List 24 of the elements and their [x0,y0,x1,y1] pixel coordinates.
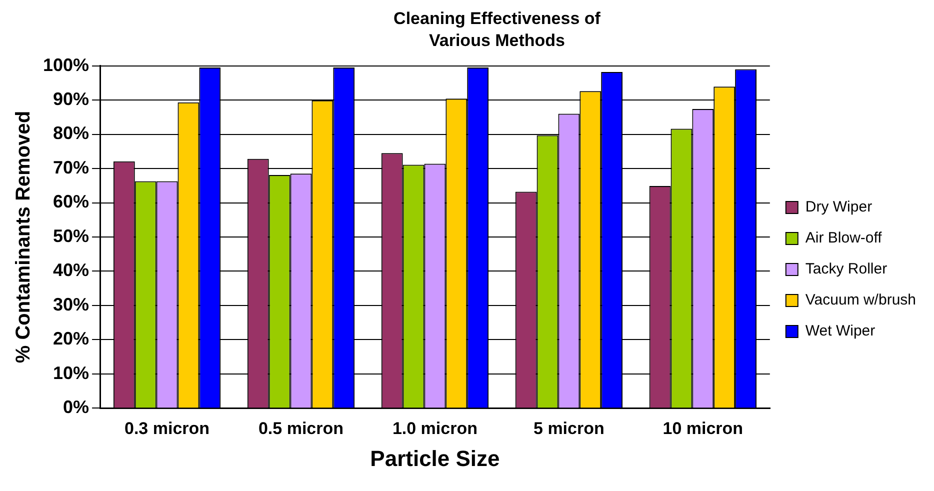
y-tick-label: 50% [53,226,90,246]
chart-title: Cleaning Effectiveness of Various Methods [392,8,602,52]
x-tick-label: 0.3 micron [124,419,210,438]
y-tick-label: 60% [53,192,90,212]
legend-label: Dry Wiper [805,198,872,216]
x-axis-title: Particle Size [370,446,500,471]
y-tick-label: 0% [63,397,90,418]
x-tick-label: 0.5 micron [258,419,344,438]
y-tick-label: 100% [42,54,90,75]
y-tick-label: 20% [53,328,90,349]
legend-label: Tacky Roller [805,260,888,278]
legend-label: Vacuum w/brush [805,292,916,309]
y-tick-label: 30% [53,294,90,314]
y-tick-label: 10% [53,362,90,383]
y-axis-title: % Contaminants Removed [12,110,35,364]
x-tick-label: 1.0 micron [392,419,478,438]
x-tick-label: 10 micron [662,419,744,438]
y-tick-label: 80% [53,123,90,144]
x-tick-label: 5 micron [534,419,604,438]
legend-label: Air Blow-off [805,230,883,247]
y-tick-label: 40% [53,260,90,280]
legend-label: Wet Wiper [805,322,876,340]
y-tick-label: 90% [53,89,90,110]
y-tick-label: 70% [53,157,90,178]
